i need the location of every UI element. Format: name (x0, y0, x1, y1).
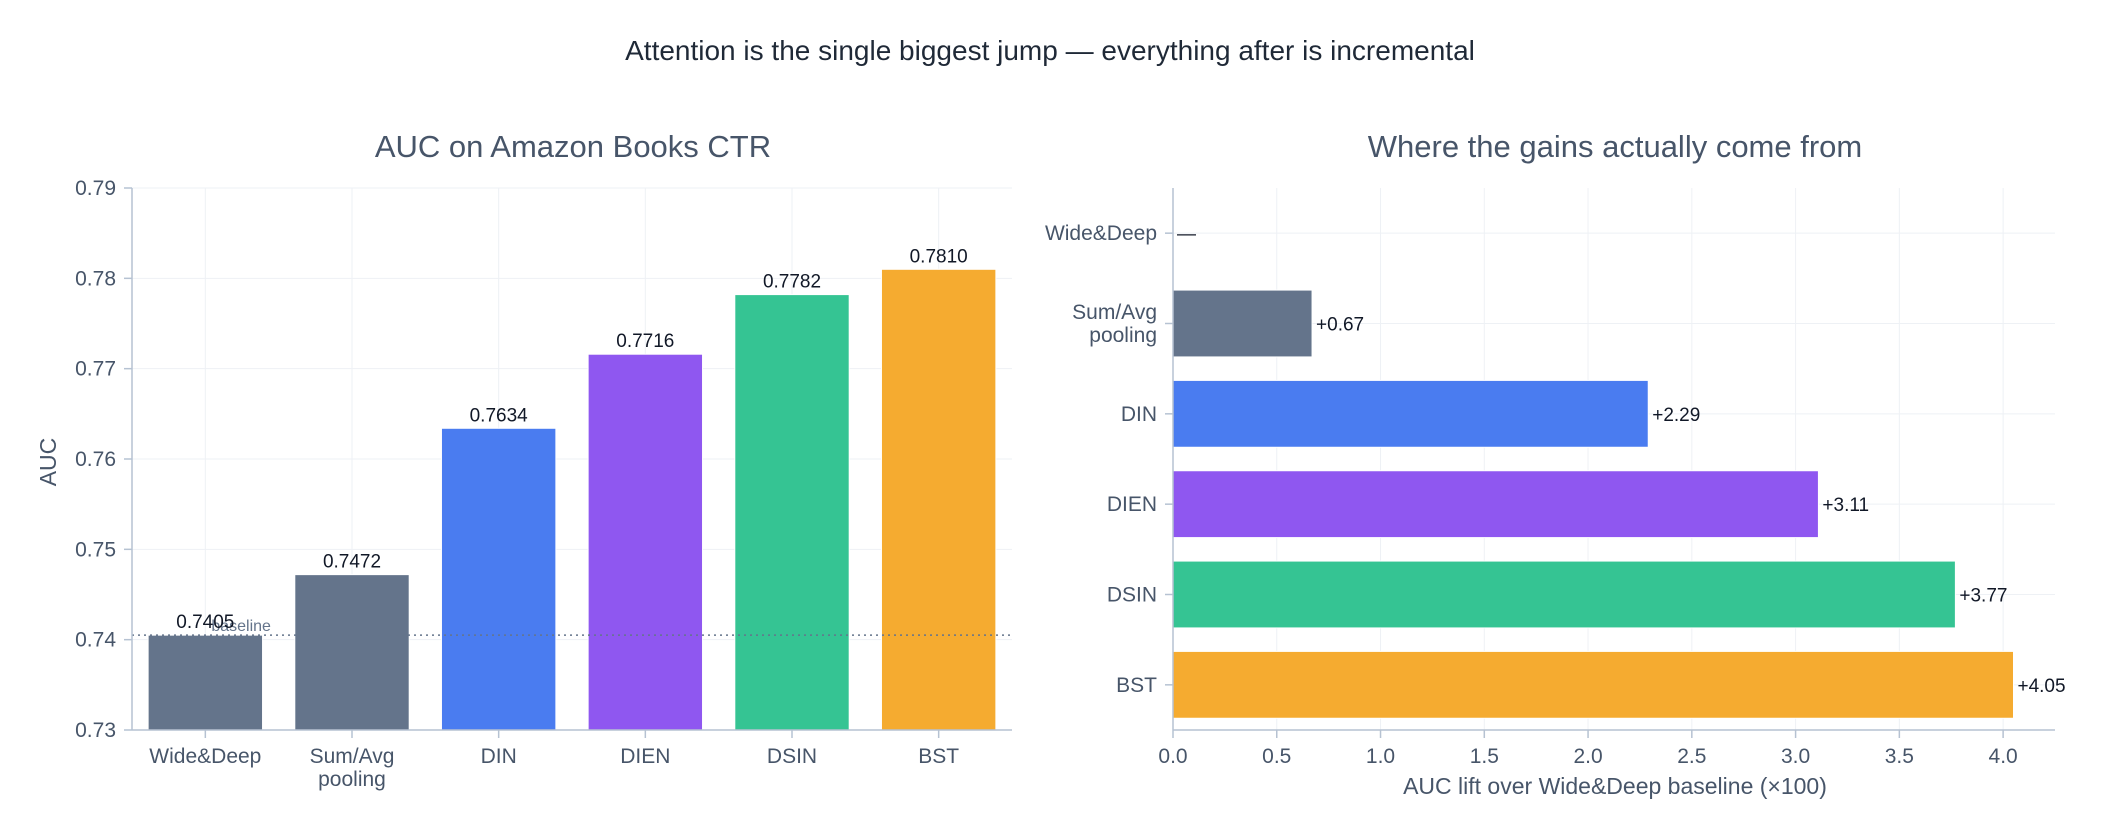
right-x-tick-label: 3.5 (1885, 745, 1914, 768)
lift-bar-dsin (1172, 560, 1956, 629)
value-label-bst: 0.7810 (910, 246, 968, 267)
bar-wide-deep (147, 634, 264, 731)
lift-bar-bst (1172, 650, 2014, 719)
left-x-tick-label-dien: DIEN (620, 745, 670, 768)
right-x-tick-label: 1.0 (1366, 745, 1395, 768)
right-chart-title: Where the gains actually come from (1368, 129, 1863, 164)
bar-dsin (734, 294, 850, 731)
left-y-tick-label: 0.74 (75, 629, 116, 652)
right-y-tick-label-bst: BST (1116, 674, 1157, 697)
right-x-tick-label: 1.5 (1470, 745, 1499, 768)
value-label-wide-deep: 0.7405 (176, 612, 234, 633)
left-x-tick-label-bst: BST (918, 745, 959, 768)
right-y-tick-label-wide-deep: Wide&Deep (1045, 222, 1157, 245)
left-y-tick-label: 0.79 (75, 177, 116, 200)
left-x-tick-label-wide-deep: Wide&Deep (149, 745, 261, 768)
right-y-tick-label-dsin: DSIN (1107, 584, 1157, 607)
left-x-tick-label-dsin: DSIN (767, 745, 817, 768)
right-y-tick-label-sum-avg-pooling: Sum/Avg pooling (1072, 301, 1157, 347)
left-y-tick-label: 0.75 (75, 538, 116, 561)
lift-bar-sum-avg-pooling (1172, 289, 1313, 358)
value-label-din: 0.7634 (470, 405, 529, 426)
lift-value-label-dien: +3.11 (1822, 495, 1869, 516)
right-y-tick-label-din: DIN (1121, 403, 1157, 426)
bar-sum-avg-pooling (294, 574, 410, 731)
baseline-label: baseline (211, 618, 271, 635)
right-x-tick-label: 0.0 (1158, 745, 1187, 768)
bar-bst (880, 268, 997, 731)
right-x-tick-label: 0.5 (1262, 745, 1291, 768)
value-label-dien: 0.7716 (616, 331, 674, 352)
left-x-tick-label-din: DIN (481, 745, 517, 768)
right-x-tick-label: 4.0 (1989, 745, 2018, 768)
left-x-tick-label-sum-avg-pooling: Sum/Avg pooling (310, 745, 395, 791)
lift-value-label-sum-avg-pooling: +0.67 (1316, 315, 1364, 336)
left-y-tick-label: 0.73 (75, 719, 116, 742)
lift-value-label-dsin: +3.77 (1959, 586, 2007, 607)
left-y-axis-label: AUC (35, 438, 61, 487)
left-y-tick-label: 0.77 (75, 358, 116, 381)
lift-value-label-din: +2.29 (1652, 405, 1700, 426)
auc-bar-chart: AUC on Amazon Books CTR AUC baseline0.74… (35, 129, 1012, 791)
right-x-tick-label: 3.0 (1781, 745, 1810, 768)
left-y-tick-label: 0.78 (75, 267, 116, 290)
lift-bar-din (1172, 379, 1649, 448)
value-label-dsin: 0.7782 (763, 272, 821, 293)
bar-din (440, 427, 557, 731)
lift-value-label-bst: +4.05 (2017, 676, 2065, 697)
lift-bar-dien (1172, 470, 1819, 539)
right-x-tick-label: 2.5 (1677, 745, 1706, 768)
lift-value-label-wide-deep: — (1177, 224, 1196, 245)
left-chart-title: AUC on Amazon Books CTR (375, 129, 771, 164)
right-x-tick-label: 2.0 (1573, 745, 1602, 768)
left-y-tick-label: 0.76 (75, 448, 116, 471)
right-y-tick-label-dien: DIEN (1107, 493, 1157, 516)
figure-title: Attention is the single biggest jump — e… (625, 35, 1475, 66)
auc-lift-bar-chart: Where the gains actually come from AUC l… (1045, 129, 2066, 799)
value-label-sum-avg-pooling: 0.7472 (323, 552, 381, 573)
right-x-axis-label: AUC lift over Wide&Deep baseline (×100) (1403, 773, 1827, 799)
bar-dien (587, 353, 704, 731)
